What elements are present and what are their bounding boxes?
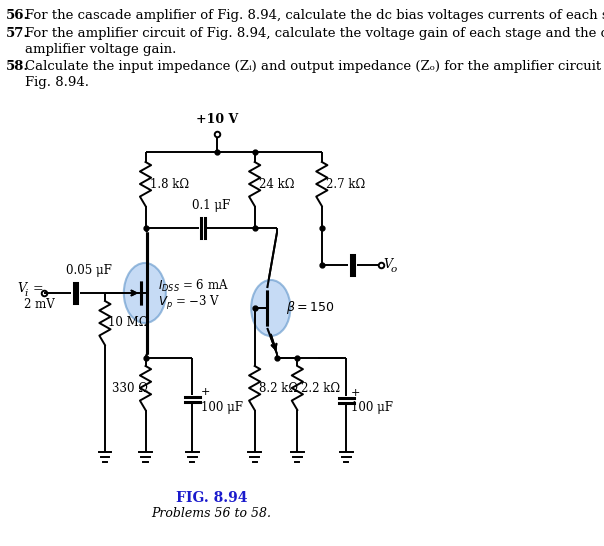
Text: 56.: 56. [6,9,30,22]
Text: $\beta = 150$: $\beta = 150$ [286,300,335,317]
Circle shape [251,280,291,336]
Circle shape [124,263,166,323]
Text: =: = [28,282,43,294]
Text: 8.2 kΩ: 8.2 kΩ [259,382,298,395]
Text: V: V [384,258,393,271]
Text: 100 μF: 100 μF [201,401,243,413]
Text: 58.: 58. [6,60,30,73]
Text: 2.7 kΩ: 2.7 kΩ [326,177,365,191]
Text: i: i [25,289,28,299]
Text: 0.1 μF: 0.1 μF [191,199,230,212]
Text: +10 V: +10 V [196,113,238,126]
Text: 1.8 kΩ: 1.8 kΩ [150,177,189,191]
Text: o: o [390,264,397,274]
Text: 57.: 57. [6,27,30,40]
Text: 100 μF: 100 μF [350,401,393,414]
Text: For the amplifier circuit of Fig. 8.94, calculate the voltage gain of each stage: For the amplifier circuit of Fig. 8.94, … [25,27,604,40]
Text: 2 mV: 2 mV [25,299,55,312]
Text: Problems 56 to 58.: Problems 56 to 58. [151,507,271,520]
Text: For the cascade amplifier of Fig. 8.94, calculate the dc bias voltages currents : For the cascade amplifier of Fig. 8.94, … [25,9,604,22]
Text: FIG. 8.94: FIG. 8.94 [176,491,247,505]
Text: 24 kΩ: 24 kΩ [259,177,294,191]
Text: $V_p$ = −3 V: $V_p$ = −3 V [158,294,220,312]
Text: 330 Ω: 330 Ω [112,382,148,395]
Text: Calculate the input impedance (Zᵢ) and output impedance (Zₒ) for the amplifier c: Calculate the input impedance (Zᵢ) and o… [25,60,604,73]
Text: +: + [201,387,210,397]
Text: $I_{DSS}$ = 6 mA: $I_{DSS}$ = 6 mA [158,278,229,294]
Text: amplifier voltage gain.: amplifier voltage gain. [25,43,176,56]
Text: 10 MΩ: 10 MΩ [109,317,149,329]
Text: 2.2 kΩ: 2.2 kΩ [301,382,340,395]
Text: Fig. 8.94.: Fig. 8.94. [25,76,89,89]
Text: +: + [350,388,360,398]
Text: V: V [18,282,27,294]
Text: 0.05 μF: 0.05 μF [66,264,112,277]
